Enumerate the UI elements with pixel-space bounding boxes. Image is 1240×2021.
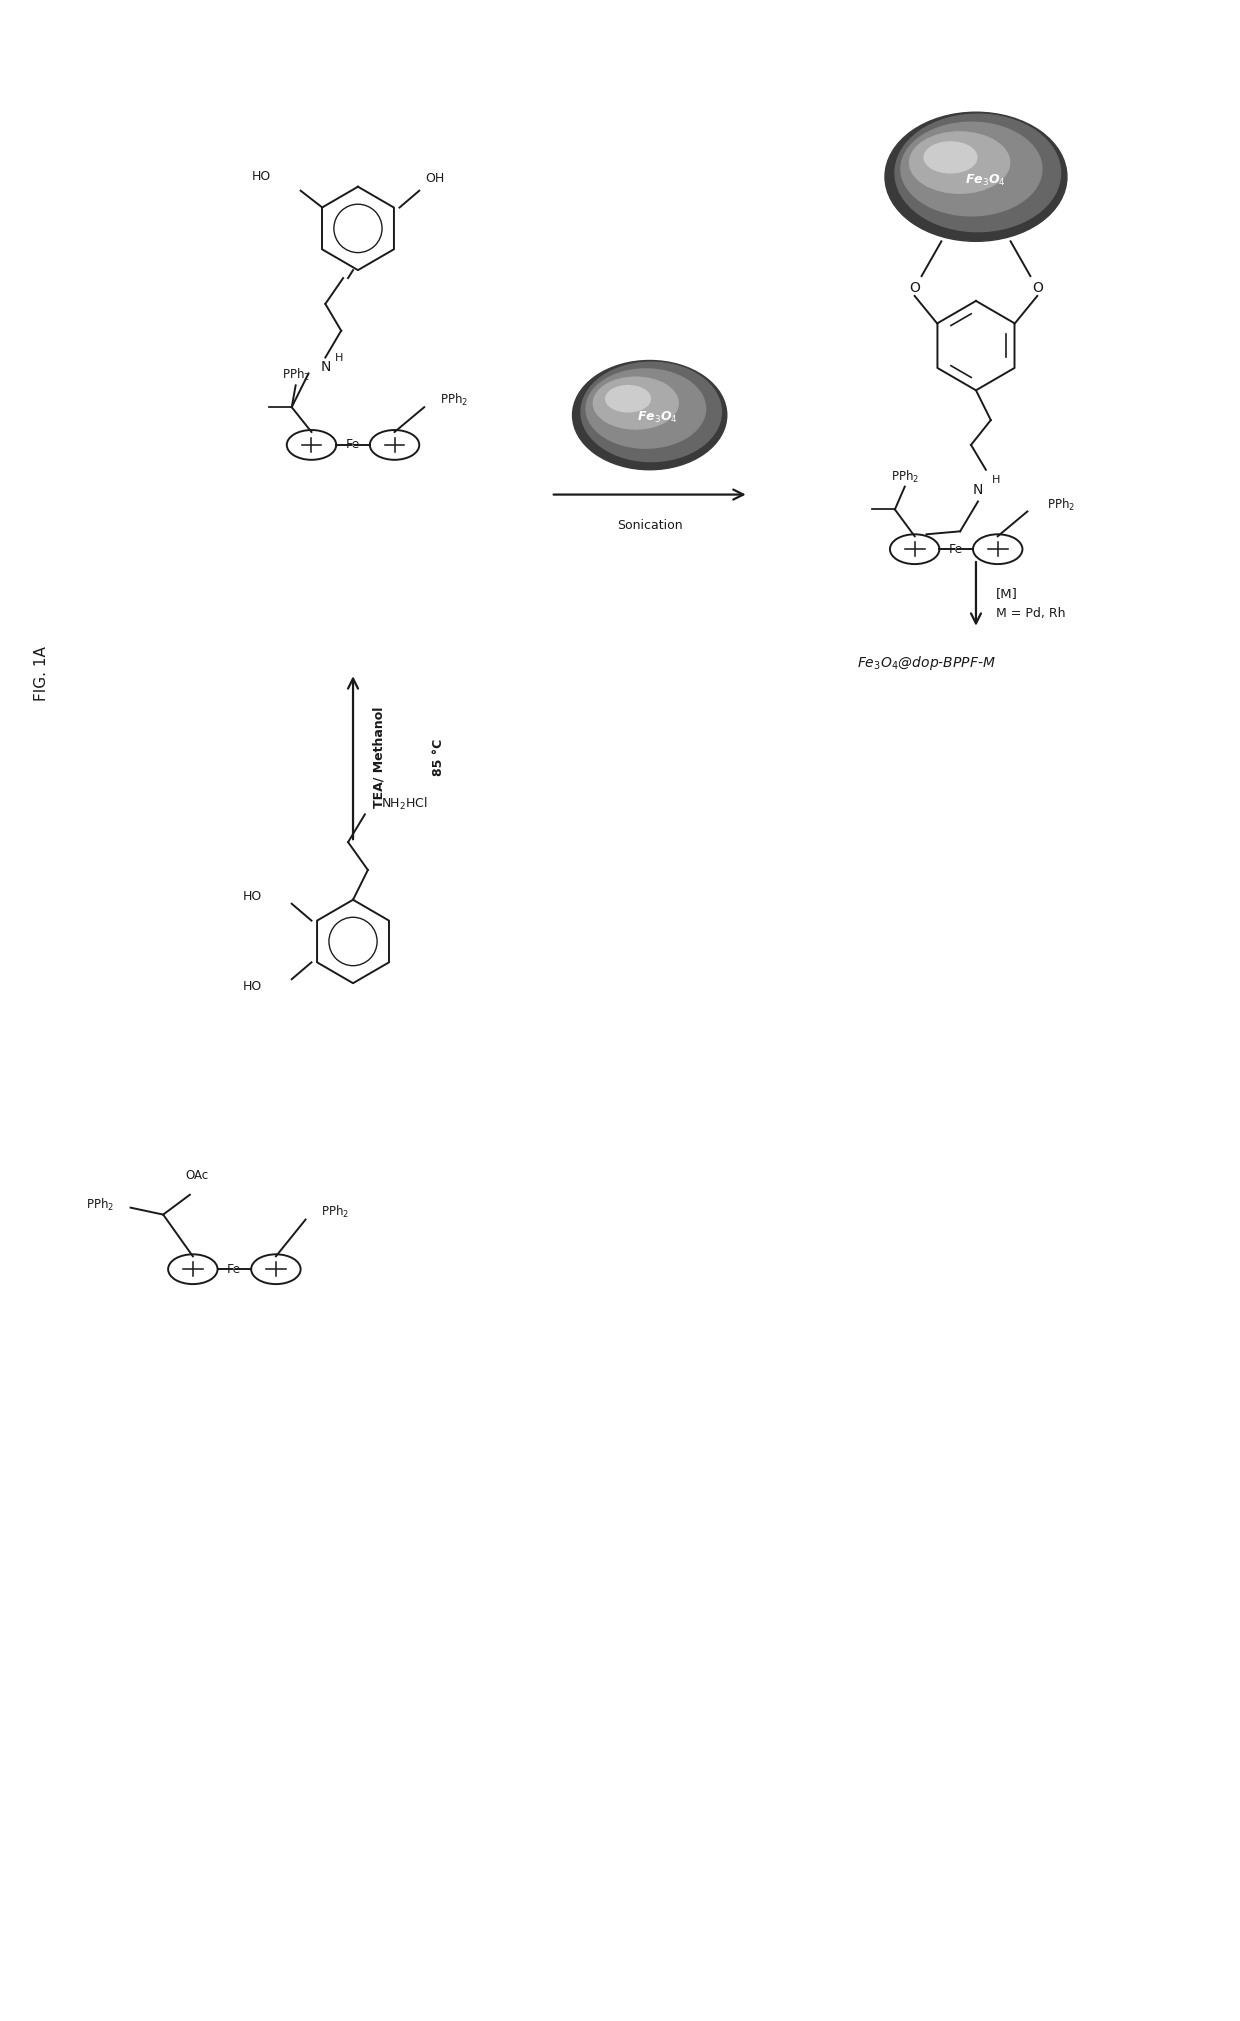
Text: 85 °C: 85 °C bbox=[432, 740, 445, 776]
Ellipse shape bbox=[885, 113, 1066, 240]
Text: Fe: Fe bbox=[949, 544, 963, 556]
Text: M = Pd, Rh: M = Pd, Rh bbox=[996, 606, 1065, 620]
Text: HO: HO bbox=[252, 170, 272, 184]
Ellipse shape bbox=[587, 370, 706, 449]
Text: Fe: Fe bbox=[346, 439, 360, 451]
Ellipse shape bbox=[924, 141, 977, 174]
Ellipse shape bbox=[901, 121, 1042, 216]
Text: NH$_2$HCl: NH$_2$HCl bbox=[381, 796, 428, 812]
Text: N: N bbox=[320, 360, 331, 374]
Text: FIG. 1A: FIG. 1A bbox=[33, 647, 50, 701]
Text: PPh$_2$: PPh$_2$ bbox=[321, 1205, 350, 1219]
Text: H: H bbox=[335, 352, 343, 362]
Text: HO: HO bbox=[243, 980, 262, 992]
Text: [M]: [M] bbox=[996, 588, 1018, 600]
Text: TEA/ Methanol: TEA/ Methanol bbox=[373, 707, 386, 808]
Text: Fe$_3$O$_4$: Fe$_3$O$_4$ bbox=[965, 172, 1006, 188]
Text: Fe$_3$O$_4$: Fe$_3$O$_4$ bbox=[637, 410, 678, 424]
Text: PPh$_2$: PPh$_2$ bbox=[440, 392, 469, 408]
Text: Fe: Fe bbox=[227, 1263, 242, 1275]
Text: PPh$_2$: PPh$_2$ bbox=[1047, 497, 1075, 513]
Ellipse shape bbox=[895, 113, 1060, 232]
Text: Sonication: Sonication bbox=[616, 519, 682, 532]
Text: N: N bbox=[972, 483, 983, 497]
Text: PPh$_2$: PPh$_2$ bbox=[281, 368, 310, 384]
Ellipse shape bbox=[573, 360, 727, 469]
Text: OAc: OAc bbox=[185, 1168, 208, 1182]
Ellipse shape bbox=[582, 362, 722, 461]
Ellipse shape bbox=[910, 131, 1009, 194]
Ellipse shape bbox=[594, 378, 678, 428]
Text: O: O bbox=[1032, 281, 1043, 295]
Text: O: O bbox=[909, 281, 920, 295]
Text: HO: HO bbox=[243, 891, 262, 903]
Text: Fe$_3$O$_4$@dop-BPPF-M: Fe$_3$O$_4$@dop-BPPF-M bbox=[857, 655, 996, 673]
Text: PPh$_2$: PPh$_2$ bbox=[890, 469, 919, 485]
Text: H: H bbox=[992, 475, 999, 485]
Text: PPh$_2$: PPh$_2$ bbox=[86, 1196, 114, 1213]
Text: OH: OH bbox=[425, 172, 444, 186]
Ellipse shape bbox=[605, 386, 651, 412]
